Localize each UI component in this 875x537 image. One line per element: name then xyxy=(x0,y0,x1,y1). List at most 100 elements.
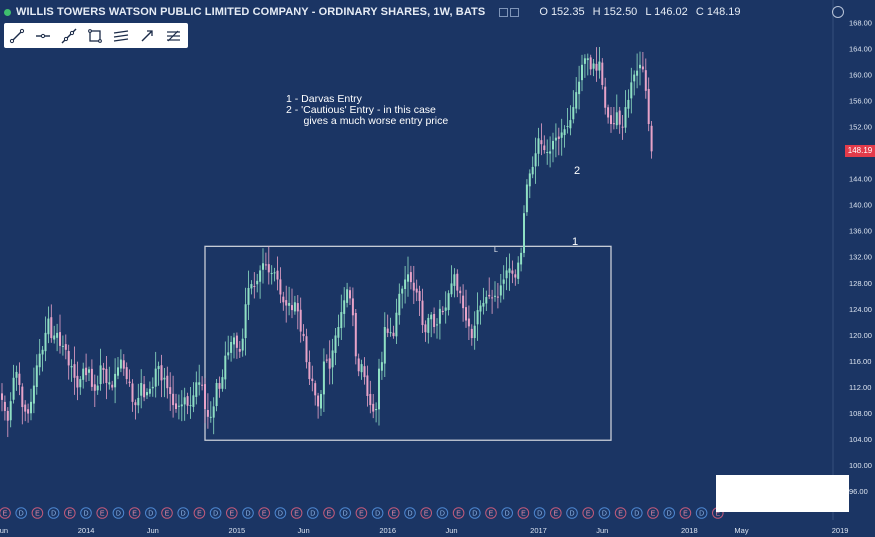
candle-body xyxy=(511,270,514,274)
y-tick-label: 160.00 xyxy=(849,71,872,80)
annotation-text[interactable]: 1 - Darvas Entry 2 - 'Cautious' Entry - i… xyxy=(286,94,448,127)
candle-body xyxy=(305,336,308,363)
candle-body xyxy=(241,338,244,351)
event-label: D xyxy=(699,511,704,518)
event-label: E xyxy=(391,511,396,518)
candle-body xyxy=(41,349,44,355)
marker-small[interactable]: L xyxy=(494,247,498,254)
candle-body xyxy=(552,140,554,150)
settings-icon[interactable] xyxy=(832,6,844,18)
dividend-event-icon xyxy=(631,507,643,519)
candle-body xyxy=(276,270,279,280)
candle-body xyxy=(160,365,163,381)
candle-body xyxy=(395,312,398,337)
event-label: E xyxy=(294,511,299,518)
candle-body xyxy=(227,352,230,356)
candle-body xyxy=(392,332,395,337)
layout-icons[interactable] xyxy=(499,6,521,18)
candle-body xyxy=(111,384,114,388)
candle-body xyxy=(291,305,293,311)
candle-body xyxy=(253,285,256,287)
candle-body xyxy=(615,112,618,126)
fib-icon[interactable] xyxy=(160,23,186,48)
candle-body xyxy=(601,62,604,85)
square-icon[interactable] xyxy=(499,7,509,17)
event-label: D xyxy=(407,511,412,518)
extended-line-icon[interactable] xyxy=(56,23,82,48)
annotation-line-3: gives a much worse entry price xyxy=(286,115,449,127)
candle-body xyxy=(235,335,238,348)
candle-body xyxy=(56,332,59,338)
candle-body xyxy=(438,308,441,324)
candle-body xyxy=(456,273,459,291)
x-tick-label: Jun xyxy=(298,526,310,535)
candle-body xyxy=(21,386,24,408)
dividend-event-icon xyxy=(469,507,481,519)
candle-body xyxy=(59,332,61,346)
candle-body xyxy=(517,262,520,279)
candle-body xyxy=(441,310,444,313)
candle-body xyxy=(612,123,615,125)
event-label: D xyxy=(537,511,542,518)
candle-body xyxy=(346,289,349,303)
marker-darvas-entry[interactable]: 1 xyxy=(572,236,579,248)
trend-line-icon[interactable] xyxy=(4,23,30,48)
parallel-channel-icon[interactable] xyxy=(108,23,134,48)
candle-body xyxy=(447,293,450,311)
candle-body xyxy=(618,110,621,125)
candle-body xyxy=(407,274,409,282)
ohlc-values: O 152.35 H 152.50 L 146.02 C 148.19 xyxy=(539,6,745,18)
event-label: E xyxy=(197,511,202,518)
candle-body xyxy=(204,384,206,410)
candle-body xyxy=(514,274,517,278)
candle-body xyxy=(378,368,380,410)
y-tick-label: 112.00 xyxy=(849,383,871,392)
rectangle-icon[interactable] xyxy=(82,23,108,48)
dividend-event-icon xyxy=(404,507,416,519)
marker-cautious-entry[interactable]: 2 xyxy=(574,165,581,177)
candle-body xyxy=(549,151,552,154)
candle-body xyxy=(198,382,201,385)
candle-body xyxy=(296,303,299,312)
candle-body xyxy=(262,263,264,270)
dividend-event-icon xyxy=(242,507,254,519)
darvas-box xyxy=(204,245,612,441)
y-tick-label: 124.00 xyxy=(849,305,872,314)
symbol-title[interactable]: WILLIS TOWERS WATSON PUBLIC LIMITED COMP… xyxy=(16,6,486,18)
candle-body xyxy=(534,153,537,167)
earnings-event-icon xyxy=(290,507,303,519)
candle-body xyxy=(383,327,386,364)
candle-body xyxy=(114,373,117,388)
event-label: E xyxy=(165,511,170,518)
y-tick-label: 108.00 xyxy=(849,409,872,418)
candle-body xyxy=(380,362,383,371)
candle-body xyxy=(192,395,195,407)
candle-body xyxy=(119,359,122,369)
square-icon[interactable] xyxy=(510,7,520,17)
candle-body xyxy=(244,304,247,339)
dividend-event-icon xyxy=(566,507,578,519)
arrow-line-icon[interactable] xyxy=(134,23,160,48)
candle-body xyxy=(375,409,378,411)
dividend-event-icon xyxy=(598,507,611,519)
candle-body xyxy=(317,395,320,407)
event-label: E xyxy=(618,511,623,518)
candle-body xyxy=(215,382,218,407)
candle-body xyxy=(557,136,560,139)
earnings-event-icon xyxy=(679,507,692,519)
candle-body xyxy=(96,385,99,391)
candle-body xyxy=(177,405,180,407)
candle-body xyxy=(650,125,653,152)
candle-body xyxy=(639,64,641,69)
x-tick-label: Jun xyxy=(596,526,608,535)
x-tick-label: May xyxy=(734,526,748,535)
event-label: E xyxy=(327,511,332,518)
event-label: E xyxy=(553,511,558,518)
candle-body xyxy=(433,314,436,328)
y-tick-label: 144.00 xyxy=(849,175,872,184)
candle-body xyxy=(328,358,331,369)
horizontal-ray-icon[interactable] xyxy=(30,23,56,48)
candle-body xyxy=(337,327,340,338)
candle-body xyxy=(50,317,53,339)
